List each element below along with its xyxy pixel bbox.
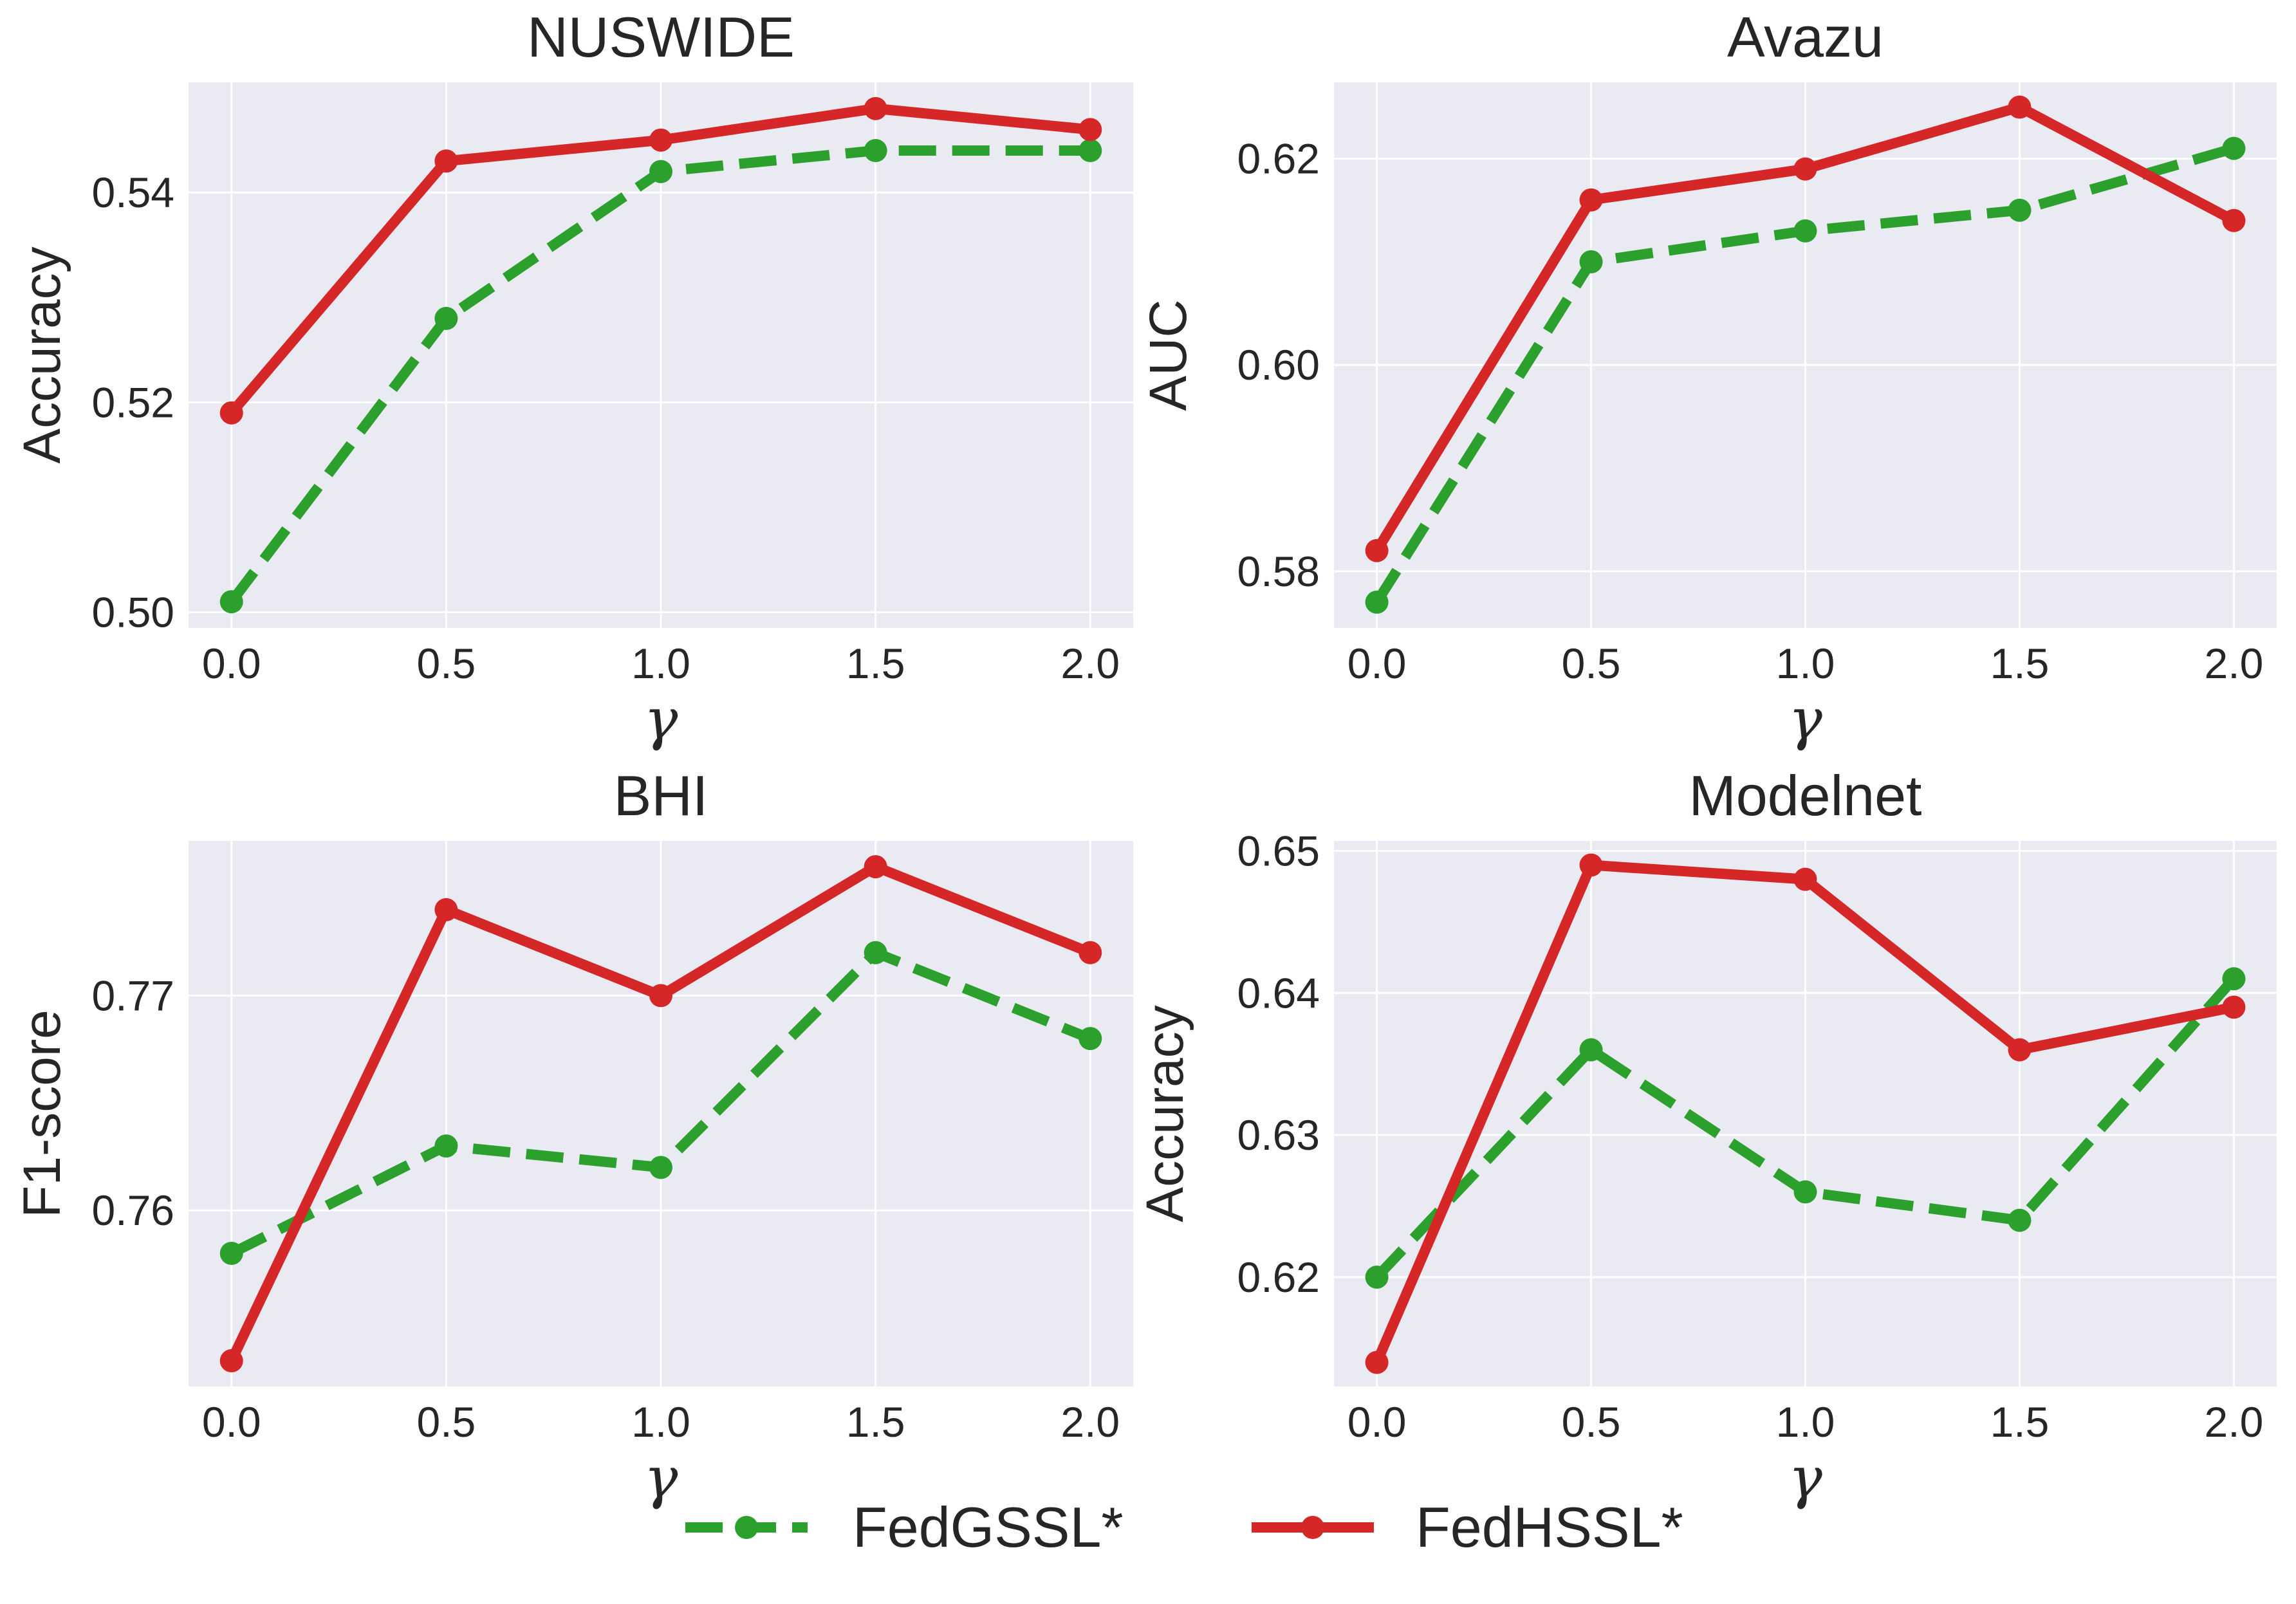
data-point-fedhssl [1079, 118, 1102, 142]
data-point-fedhssl [1079, 941, 1102, 964]
panel-title: Modelnet [1689, 764, 1921, 827]
x-tick-label: 1.0 [1776, 640, 1835, 687]
y-axis-label: Accuracy [1136, 1005, 1194, 1222]
data-point-fedgssl [2222, 967, 2246, 991]
data-point-fedhssl [434, 149, 458, 173]
y-axis-label: AUC [1139, 299, 1198, 410]
data-point-fedhssl [2222, 208, 2246, 232]
data-point-fedhssl [864, 855, 887, 879]
data-point-fedgssl [1365, 1265, 1389, 1289]
y-tick-label: 0.50 [92, 589, 174, 636]
x-tick-label: 2.0 [1060, 1398, 1120, 1446]
y-tick-label: 0.63 [1237, 1111, 1320, 1159]
data-point-fedhssl [1365, 539, 1389, 562]
panel-title: BHI [614, 764, 708, 827]
data-point-fedgssl [1579, 1038, 1603, 1062]
data-point-fedgssl [1793, 1180, 1817, 1204]
y-tick-label: 0.65 [1237, 827, 1320, 874]
legend-label: FedGSSL* [853, 1495, 1124, 1559]
data-point-fedgssl [864, 139, 887, 162]
x-tick-label: 0.5 [416, 640, 476, 687]
x-tick-label: 1.5 [846, 640, 905, 687]
x-tick-label: 0.5 [416, 1398, 476, 1446]
data-point-fedgssl [2008, 198, 2032, 222]
data-point-fedhssl [1579, 853, 1603, 877]
x-tick-label: 1.5 [1990, 640, 2050, 687]
data-point-fedhssl [864, 97, 887, 120]
data-point-fedgssl [649, 160, 672, 183]
x-axis-label: γ [1788, 686, 1822, 752]
subplot-avazu: Avazu 0.0 0.5 1.0 1.5 2.0 0.58 0.60 0.62 γ AUC [1139, 5, 2277, 752]
data-point-fedhssl [1579, 188, 1603, 212]
x-tick-label: 0.0 [1347, 640, 1407, 687]
y-tick-label: 0.60 [1237, 341, 1320, 389]
x-tick-label: 1.0 [1776, 1398, 1835, 1446]
x-tick-label: 1.0 [631, 640, 690, 687]
data-point-fedhssl [219, 1349, 243, 1372]
x-axis-label: γ [644, 686, 678, 752]
x-tick-label: 0.0 [1347, 1398, 1407, 1446]
x-tick-label: 0.0 [202, 640, 261, 687]
y-tick-label: 0.76 [92, 1186, 174, 1234]
data-point-fedgssl [2222, 136, 2246, 160]
data-point-fedgssl [219, 1242, 243, 1266]
data-point-fedgssl [864, 941, 887, 964]
panel-title: Avazu [1727, 5, 1884, 69]
data-point-fedgssl [1079, 139, 1102, 162]
data-point-fedhssl [649, 984, 672, 1008]
data-point-fedhssl [2008, 95, 2032, 119]
data-point-fedgssl [649, 1156, 672, 1179]
y-tick-label: 0.54 [92, 169, 174, 216]
x-tick-label: 0.0 [202, 1398, 261, 1446]
x-tick-label: 1.5 [1990, 1398, 2050, 1446]
x-tick-label: 1.5 [846, 1398, 905, 1446]
subplot-bhi: BHI 0.0 0.5 1.0 1.5 2.0 0.76 0.77 γ F1-score [13, 764, 1133, 1511]
x-axis-label: γ [644, 1444, 678, 1511]
panel-title: NUSWIDE [527, 5, 795, 69]
y-tick-label: 0.77 [92, 972, 174, 1019]
data-point-fedhssl [219, 401, 243, 425]
data-point-fedgssl [434, 1134, 458, 1158]
x-axis-label: γ [1788, 1444, 1822, 1511]
subplot-grid: NUSWIDE 0.0 0.5 1.0 1.5 2.0 0.50 0.52 0.54 γ Accur… [13, 5, 2277, 1511]
legend-item-fedhssl: FedHSSL* [1252, 1495, 1683, 1559]
data-point-fedgssl [434, 306, 458, 330]
data-point-fedhssl [1793, 867, 1817, 891]
x-tick-label: 0.5 [1562, 1398, 1621, 1446]
data-point-fedhssl [2222, 995, 2246, 1019]
legend-marker [735, 1516, 758, 1539]
legend-marker [1301, 1516, 1324, 1539]
y-tick-label: 0.62 [1237, 135, 1320, 183]
x-tick-label: 2.0 [2205, 640, 2264, 687]
x-tick-label: 2.0 [1060, 640, 1120, 687]
data-point-fedhssl [434, 898, 458, 921]
data-point-fedgssl [219, 590, 243, 614]
x-tick-label: 2.0 [2205, 1398, 2264, 1446]
data-point-fedgssl [1365, 590, 1389, 614]
y-tick-label: 0.52 [92, 378, 174, 426]
y-tick-label: 0.62 [1237, 1253, 1320, 1301]
legend: FedGSSL* FedHSSL* [685, 1495, 1683, 1559]
y-tick-label: 0.58 [1237, 548, 1320, 595]
data-point-fedhssl [2008, 1038, 2032, 1062]
data-point-fedhssl [1365, 1350, 1389, 1374]
x-tick-label: 0.5 [1562, 640, 1621, 687]
subplot-nuswide: NUSWIDE 0.0 0.5 1.0 1.5 2.0 0.50 0.52 0.54 γ Accur… [13, 5, 1133, 752]
data-point-fedhssl [649, 128, 672, 152]
subplot-modelnet: Modelnet 0.0 0.5 1.0 1.5 2.0 0.62 0.63 0.64 0.65 γ… [1136, 764, 2277, 1511]
x-tick-label: 1.0 [631, 1398, 690, 1446]
data-point-fedgssl [2008, 1208, 2032, 1232]
y-tick-label: 0.64 [1237, 969, 1320, 1017]
y-axis-label: F1-score [13, 1009, 71, 1218]
legend-item-fedgssl: FedGSSL* [685, 1495, 1124, 1559]
data-point-fedgssl [1793, 219, 1817, 243]
data-point-fedgssl [1579, 250, 1603, 273]
data-point-fedhssl [1793, 157, 1817, 181]
legend-label: FedHSSL* [1416, 1495, 1683, 1559]
y-axis-label: Accuracy [13, 246, 71, 463]
data-point-fedgssl [1079, 1027, 1102, 1051]
